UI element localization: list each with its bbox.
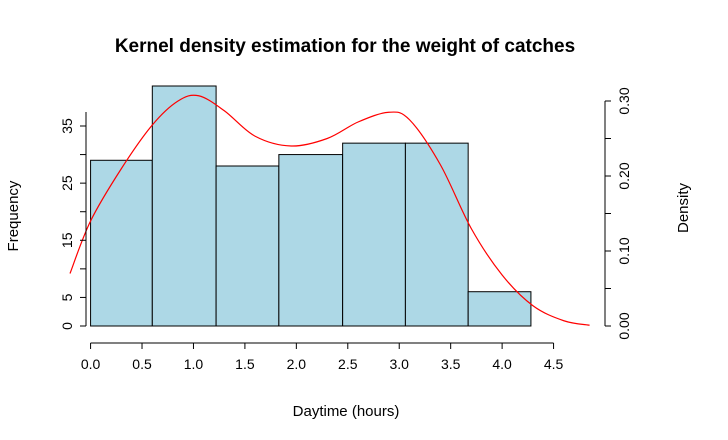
- y2-tick-label: 0.00: [616, 312, 632, 339]
- histogram-bars: [90, 85, 532, 327]
- x-tick-label: 3.5: [441, 356, 461, 372]
- histogram-bar-2: [215, 165, 280, 327]
- x-tick-label: 2.5: [338, 356, 358, 372]
- y-tick-label: 35: [59, 118, 75, 134]
- y-axis-density: 0.00 0.10 0.20 0.30: [604, 87, 632, 340]
- histogram-bar-0: [90, 159, 153, 327]
- histogram-bar-4: [342, 142, 406, 327]
- y-axis-label: Frequency: [5, 180, 22, 251]
- x-tick-label: 2.0: [287, 356, 307, 372]
- y2-tick-label: 0.30: [616, 87, 632, 114]
- x-tick-label: 1.5: [235, 356, 255, 372]
- x-tick-label: 1.0: [184, 356, 204, 372]
- x-tick-label: 0.5: [132, 356, 152, 372]
- y-tick-label: 5: [59, 293, 75, 301]
- y2-tick-label: 0.10: [616, 237, 632, 264]
- chart-title: Kernel density estimation for the weight…: [115, 36, 575, 57]
- y-tick-label: 15: [59, 232, 75, 248]
- x-tick-label: 3.0: [389, 356, 409, 372]
- histogram-bar-3: [278, 154, 344, 327]
- y2-axis-label: Density: [675, 182, 692, 233]
- histogram-bar-6: [467, 291, 532, 327]
- y-axis-frequency: 0 5 15 25 35: [59, 112, 87, 330]
- y-tick-label: 0: [59, 322, 75, 330]
- x-tick-label: 4.5: [544, 356, 564, 372]
- y-tick-label: 25: [59, 175, 75, 191]
- histogram-bar-5: [404, 142, 469, 327]
- density-curve: [69, 94, 590, 326]
- histogram-bar-1: [151, 85, 217, 327]
- x-axis: 0.0 0.5 1.0 1.5 2.0 2.5 3.0 3.5 4.0 4.5: [81, 342, 564, 372]
- x-tick-label: 0.0: [81, 356, 101, 372]
- y2-tick-label: 0.20: [616, 162, 632, 189]
- x-tick-label: 4.0: [492, 356, 512, 372]
- x-axis-label: Daytime (hours): [293, 403, 400, 420]
